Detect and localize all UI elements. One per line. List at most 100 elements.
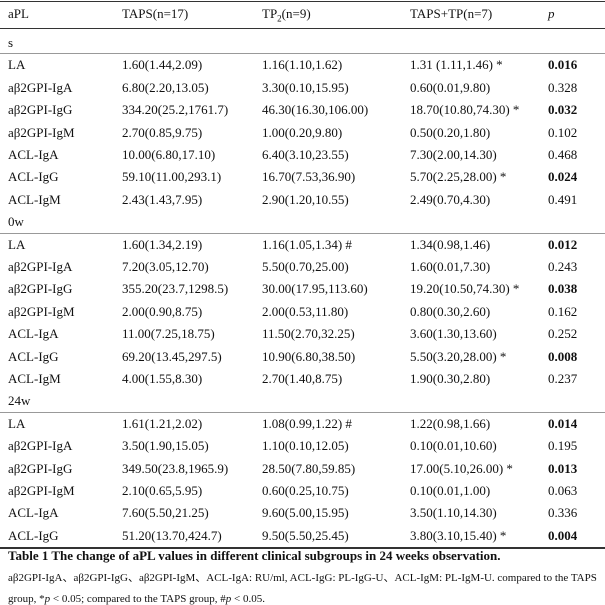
p-value: 0.063: [548, 483, 578, 498]
cell-value: 30.00(17.95,113.60): [262, 281, 368, 297]
cell-value: 1.60(1.34,2.19): [122, 236, 203, 252]
row-label: aβ2GPI-IgM: [8, 483, 75, 498]
cell-value: 10.90(6.80,38.50): [262, 348, 356, 364]
header-cell: p: [548, 6, 555, 21]
p-value: 0.328: [548, 79, 578, 95]
row-label: LA: [8, 415, 26, 431]
p-value: 0.102: [548, 124, 578, 140]
header-cell: TP2(n=9): [262, 6, 311, 27]
p-value: 0.237: [548, 371, 578, 386]
row-label: ACL-IgA: [8, 326, 59, 342]
rule: [0, 53, 605, 55]
row-label: ACL-IgA: [8, 147, 59, 162]
cell-value: 0.80(0.30,2.60): [410, 303, 491, 319]
cell-value: 1.60(0.01,7.30): [410, 259, 491, 274]
p-value: 0.024: [548, 169, 578, 185]
cell-value: 1.00(0.20,9.80): [262, 124, 343, 140]
cell-value: 2.70(1.40,8.75): [262, 371, 343, 386]
p-value: 0.491: [548, 191, 578, 207]
row-label: ACL-IgG: [8, 527, 59, 543]
cell-value: 0.50(0.20,1.80): [410, 124, 491, 140]
row-label: LA: [8, 236, 26, 252]
cell-value: 59.10(11.00,293.1): [122, 169, 222, 185]
cell-value: 0.60(0.25,10.75): [262, 483, 349, 498]
header-cell: TAPS+TP(n=7): [410, 6, 493, 21]
footnote-text: < 0.05; compared to the TAPS group, #: [50, 593, 226, 605]
cell-value: 7.20(3.05,12.70): [122, 259, 209, 274]
cell-value: 1.08(0.99,1.22) #: [262, 415, 352, 431]
cell-value: 5.70(2.25,28.00) *: [410, 169, 507, 185]
footnote-text: p: [44, 593, 51, 605]
cell-value: 1.22(0.98,1.66): [410, 415, 491, 431]
section-label: 24w: [8, 393, 31, 409]
cell-value: 5.50(0.70,25.00): [262, 259, 349, 274]
cell-value: 10.00(6.80,17.10): [122, 147, 216, 162]
row-label: aβ2GPI-IgG: [8, 102, 73, 118]
p-value: 0.012: [548, 236, 578, 252]
cell-value: 5.50(3.20,28.00) *: [410, 348, 507, 364]
rule: [0, 28, 605, 29]
cell-value: 16.70(7.53,36.90): [262, 169, 356, 185]
rule: [0, 232, 605, 234]
cell-value: 11.00(7.25,18.75): [122, 326, 215, 342]
cell-value: 1.10(0.10,12.05): [262, 438, 349, 454]
cell-value: 2.00(0.90,8.75): [122, 303, 203, 319]
p-value: 0.038: [548, 281, 578, 297]
cell-value: 17.00(5.10,26.00) *: [410, 460, 513, 476]
row-label: ACL-IgG: [8, 169, 59, 185]
row-label: aβ2GPI-IgG: [8, 281, 73, 297]
row-label: aβ2GPI-IgM: [8, 124, 75, 140]
cell-value: 69.20(13.45,297.5): [122, 348, 222, 364]
p-value: 0.243: [548, 259, 578, 274]
header-sub: 2: [277, 13, 282, 24]
cell-value: 28.50(7.80,59.85): [262, 460, 356, 476]
row-label: aβ2GPI-IgM: [8, 303, 75, 319]
cell-value: 2.90(1.20,10.55): [262, 191, 349, 207]
cell-value: 1.61(1.21,2.02): [122, 415, 203, 431]
cell-value: 7.30(2.00,14.30): [410, 147, 497, 162]
cell-value: 1.31 (1.11,1.46) *: [410, 57, 503, 73]
row-label: ACL-IgA: [8, 505, 59, 521]
row-label: ACL-IgG: [8, 348, 59, 364]
row-label: LA: [8, 57, 26, 73]
cell-value: 7.60(5.50,21.25): [122, 505, 209, 521]
footnote-text: p: [225, 593, 232, 605]
footnote-text: aβ2GPI-IgA、aβ2GPI-IgG、aβ2GPI-IgM、ACL-IgA…: [8, 572, 597, 605]
cell-value: 19.20(10.50,74.30) *: [410, 281, 520, 297]
cell-value: 3.80(3.10,15.40) *: [410, 527, 507, 543]
row-label: aβ2GPI-IgA: [8, 259, 73, 274]
cell-value: 18.70(10.80,74.30) *: [410, 102, 520, 118]
cell-value: 3.50(1.10,14.30): [410, 505, 497, 521]
cell-value: 51.20(13.70,424.7): [122, 527, 222, 543]
cell-value: 9.50(5.50,25.45): [262, 527, 349, 543]
p-value: 0.008: [548, 348, 578, 364]
caption: Table 1 The change of aPL values in diff…: [8, 548, 501, 563]
cell-value: 2.10(0.65,5.95): [122, 483, 203, 498]
cell-value: 46.30(16.30,106.00): [262, 102, 369, 118]
p-value: 0.195: [548, 438, 578, 454]
p-value: 0.016: [548, 57, 578, 73]
header-cell: aPL: [8, 6, 29, 21]
cell-value: 2.70(0.85,9.75): [122, 124, 203, 140]
p-value: 0.004: [548, 527, 578, 543]
cell-value: 3.30(0.10,15.95): [262, 79, 349, 95]
cell-value: 2.00(0.53,11.80): [262, 303, 349, 319]
row-label: aβ2GPI-IgA: [8, 79, 73, 95]
row-label: aβ2GPI-IgG: [8, 460, 73, 476]
footnote-text: < 0.05.: [231, 593, 265, 605]
row-label: aβ2GPI-IgA: [8, 438, 73, 454]
footnote: aβ2GPI-IgA、aβ2GPI-IgG、aβ2GPI-IgM、ACL-IgA…: [8, 568, 598, 605]
p-value: 0.013: [548, 460, 578, 476]
cell-value: 1.60(1.44,2.09): [122, 57, 203, 73]
cell-value: 1.16(1.10,1.62): [262, 57, 343, 73]
cell-value: 334.20(25.2,1761.7): [122, 102, 229, 118]
cell-value: 1.34(0.98,1.46): [410, 236, 491, 252]
cell-value: 11.50(2.70,32.25): [262, 326, 355, 342]
cell-value: 2.49(0.70,4.30): [410, 191, 491, 207]
rule: [0, 547, 605, 550]
cell-value: 9.60(5.00,15.95): [262, 505, 349, 521]
header-text: TP: [262, 6, 278, 21]
rule: [0, 411, 605, 413]
cell-value: 2.43(1.43,7.95): [122, 191, 203, 207]
cell-value: 3.60(1.30,13.60): [410, 326, 497, 342]
